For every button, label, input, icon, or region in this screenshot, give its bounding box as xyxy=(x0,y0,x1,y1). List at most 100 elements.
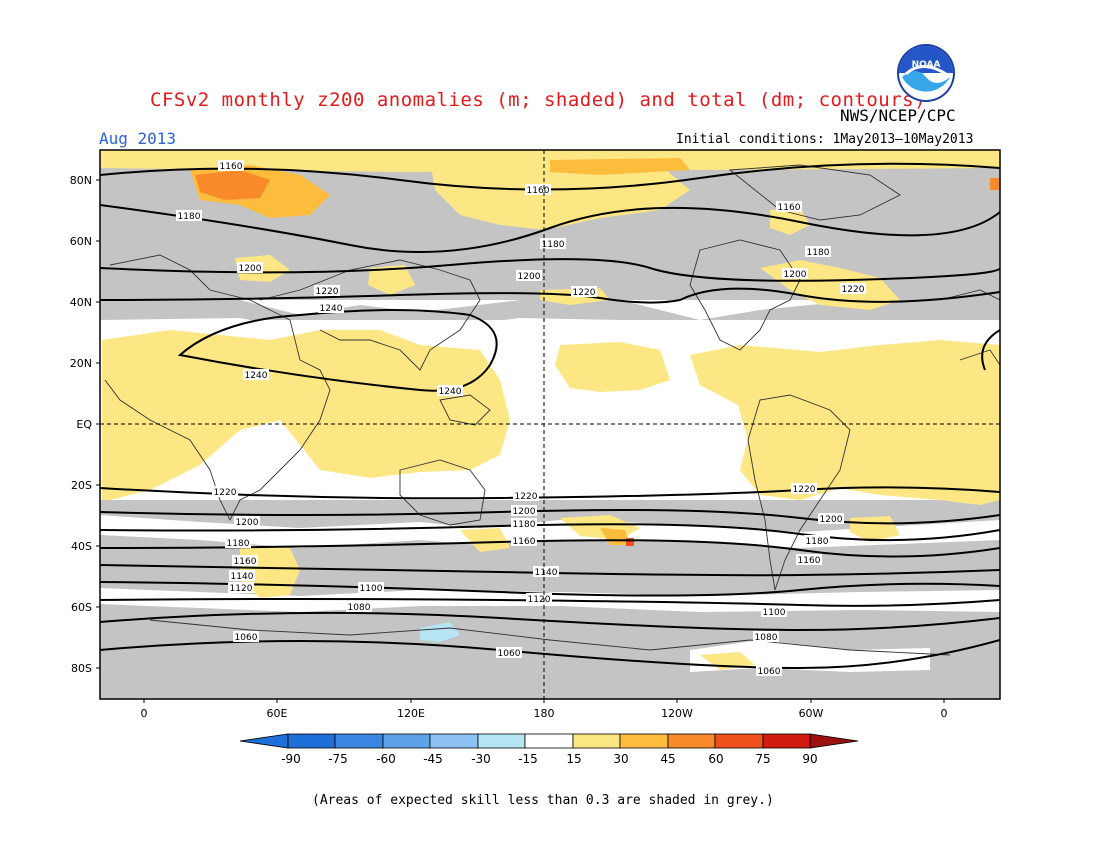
lat-label: 60S xyxy=(71,601,92,614)
anomaly-positive-strong xyxy=(990,178,1000,190)
svg-text:1180: 1180 xyxy=(178,212,201,222)
colorbar-arrow-right xyxy=(809,733,859,749)
svg-text:1220: 1220 xyxy=(316,287,339,297)
colorbar-arrow-left xyxy=(239,733,289,749)
lon-label: 120W xyxy=(661,707,693,720)
svg-text:1220: 1220 xyxy=(515,492,538,502)
latitude-axis: 80N 60N 40N 20N EQ 20S 40S 60S 80S xyxy=(70,174,100,675)
skill-footnote: (Areas of expected skill less than 0.3 a… xyxy=(312,793,774,808)
lon-label: 60W xyxy=(799,707,824,720)
initial-conditions-label: Initial conditions: 1May2013—10May2013 xyxy=(676,132,974,147)
colorbar-tick: 75 xyxy=(755,752,770,766)
lon-label: 120E xyxy=(397,707,425,720)
lon-label: 180 xyxy=(534,707,555,720)
lon-label: 0 xyxy=(141,707,148,720)
contour-label-north: 1160 1160 1160 1180 1180 1180 1200 1200 … xyxy=(176,160,866,397)
contour-line xyxy=(177,309,498,392)
svg-text:1180: 1180 xyxy=(513,520,536,530)
colorbar-bin xyxy=(287,733,336,749)
noaa-logo-text: NOAA xyxy=(912,60,941,70)
valid-month-label: Aug 2013 xyxy=(99,129,177,148)
anomaly-positive-weak xyxy=(700,652,755,670)
lat-label: 40S xyxy=(71,540,92,553)
anomaly-negative-weak xyxy=(420,622,460,642)
lat-label: 40N xyxy=(70,296,92,309)
svg-text:1160: 1160 xyxy=(513,537,536,547)
svg-text:1160: 1160 xyxy=(798,556,821,566)
colorbar-tick: -90 xyxy=(281,752,301,766)
colorbar-bin xyxy=(382,733,431,749)
svg-text:1080: 1080 xyxy=(348,603,371,613)
anomaly-positive-weak xyxy=(555,342,670,392)
colorbar-tick: 15 xyxy=(566,752,581,766)
svg-text:1120: 1120 xyxy=(528,595,551,605)
colorbar xyxy=(239,733,859,749)
anomaly-positive-weak xyxy=(460,528,510,552)
colorbar-tick: 60 xyxy=(708,752,723,766)
colorbar-tick: -60 xyxy=(376,752,396,766)
colorbar-tick: 45 xyxy=(660,752,675,766)
colorbar-tick: -30 xyxy=(471,752,491,766)
svg-text:1160: 1160 xyxy=(220,162,243,172)
colorbar-bin xyxy=(619,733,669,749)
svg-text:1240: 1240 xyxy=(245,371,268,381)
svg-text:1060: 1060 xyxy=(498,649,521,659)
contour-line xyxy=(100,204,1000,253)
contour-labels: 1160 1160 1160 1180 1180 1180 1200 1200 … xyxy=(176,160,866,677)
noaa-logo: NOAA xyxy=(897,44,955,102)
svg-text:1240: 1240 xyxy=(439,387,462,397)
svg-text:1180: 1180 xyxy=(542,240,565,250)
lon-label: 60E xyxy=(267,707,288,720)
anomaly-positive-weak xyxy=(102,330,510,500)
svg-text:1140: 1140 xyxy=(535,568,558,578)
colorbar-tick: -75 xyxy=(328,752,348,766)
contour-line xyxy=(100,523,1000,542)
colorbar-tick: -45 xyxy=(423,752,443,766)
anomaly-positive-moderate xyxy=(550,158,690,175)
colorbar-tick: -15 xyxy=(518,752,538,766)
contour-line xyxy=(100,486,1000,500)
svg-text:1100: 1100 xyxy=(360,584,383,594)
contour-line xyxy=(100,539,1000,558)
lat-label: 20S xyxy=(71,479,92,492)
svg-text:1200: 1200 xyxy=(518,272,541,282)
svg-text:1100: 1100 xyxy=(763,608,786,618)
colorbar-ticks: -90 -75 -60 -45 -30 -15 15 30 45 60 75 9… xyxy=(281,752,817,766)
lat-label: 20N xyxy=(70,357,92,370)
colorbar-bin xyxy=(714,733,764,749)
svg-text:1200: 1200 xyxy=(784,270,807,280)
svg-text:1160: 1160 xyxy=(527,186,550,196)
colorbar-tick: 90 xyxy=(802,752,817,766)
colorbar-bin xyxy=(429,733,479,749)
longitude-axis: 0 60E 120E 180 120W 60W 0 xyxy=(141,699,948,720)
contour-line xyxy=(100,564,1000,577)
svg-text:1160: 1160 xyxy=(778,203,801,213)
anomaly-positive-weak xyxy=(368,265,415,295)
contour-label-south: 1220 1220 1220 1200 1200 1200 1180 1180 … xyxy=(212,483,844,677)
svg-text:1220: 1220 xyxy=(793,485,816,495)
colorbar-bin xyxy=(524,733,574,749)
contour-line xyxy=(100,581,1000,597)
svg-text:1180: 1180 xyxy=(807,248,830,258)
lat-label: 60N xyxy=(70,235,92,248)
contour-line xyxy=(100,287,1000,304)
contour-line xyxy=(100,509,1000,525)
lat-label: EQ xyxy=(76,418,92,431)
anomaly-positive-strong xyxy=(626,538,634,546)
svg-text:1180: 1180 xyxy=(806,537,829,547)
svg-text:1120: 1120 xyxy=(230,584,253,594)
neutral-band xyxy=(100,515,1000,548)
organization-label: NWS/NCEP/CPC xyxy=(840,106,956,125)
colorbar-bin xyxy=(762,733,811,749)
colorbar-bin xyxy=(334,733,384,749)
contour-line xyxy=(100,258,1000,282)
anomaly-positive-weak xyxy=(690,340,1000,505)
contour-line xyxy=(981,329,1000,371)
height-contours xyxy=(100,162,1000,670)
svg-text:1240: 1240 xyxy=(320,304,343,314)
colorbar-bin xyxy=(477,733,526,749)
svg-text:1200: 1200 xyxy=(820,515,843,525)
svg-text:1200: 1200 xyxy=(239,264,262,274)
lat-label: 80S xyxy=(71,662,92,675)
svg-text:1220: 1220 xyxy=(214,488,237,498)
